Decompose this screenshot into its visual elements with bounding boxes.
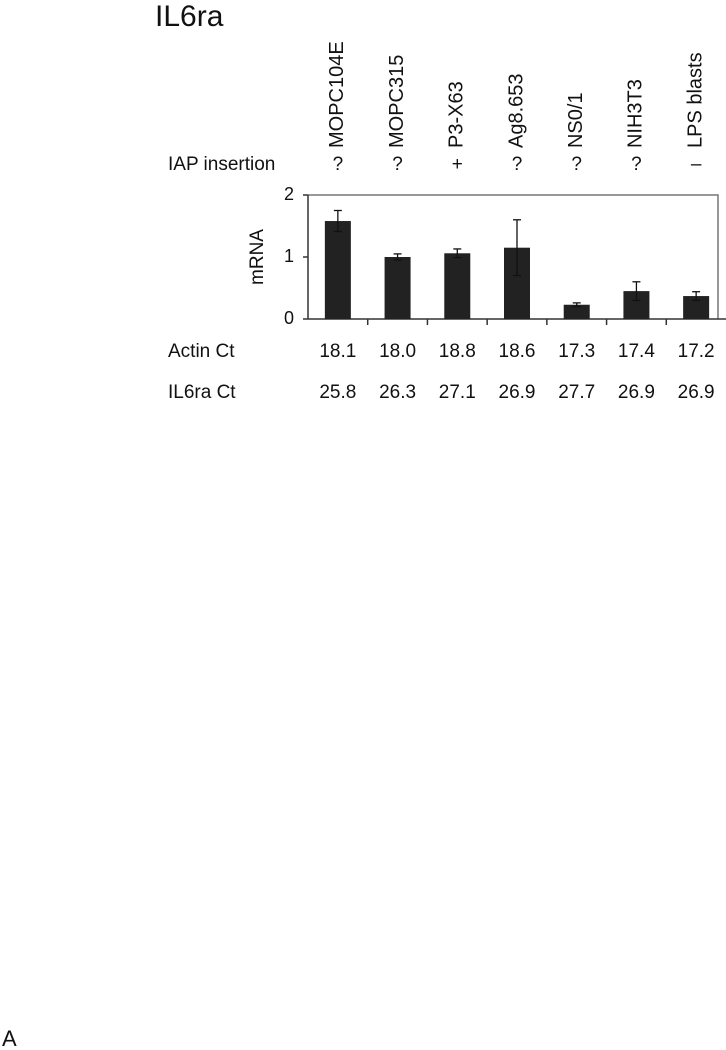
row-value: 27.1: [439, 382, 476, 403]
plot-frame: [308, 194, 719, 319]
chart-title: IL6ra: [155, 0, 224, 33]
panel-label: A: [2, 1026, 17, 1050]
x-tick-label: Ag8.653: [505, 73, 527, 148]
row-value: 18.8: [439, 341, 476, 362]
error-bar: [692, 291, 701, 302]
error-bar: [333, 209, 342, 233]
row-value: 25.8: [319, 382, 356, 403]
row-value: 27.7: [558, 382, 595, 403]
bar: [563, 304, 590, 319]
row-value: 26.9: [618, 382, 655, 403]
error-bar: [393, 253, 402, 261]
row-label: Actin Ct: [168, 341, 235, 362]
y-tick-label: 2: [284, 184, 294, 204]
x-tick-label: LPS blasts: [684, 52, 706, 148]
x-tick-label: MOPC104E: [326, 41, 348, 148]
row-label: IL6ra Ct: [168, 382, 236, 403]
iap-value: +: [452, 154, 463, 175]
iap-value: ?: [392, 154, 403, 175]
x-tick-label: P3-X63: [446, 81, 468, 148]
row-value: 18.0: [379, 341, 416, 362]
y-tick-label: 0: [284, 308, 294, 328]
y-axis-label: mRNA: [247, 229, 268, 285]
bar: [444, 253, 471, 319]
error-bar: [513, 219, 521, 277]
bar: [384, 257, 411, 319]
row-value: 17.4: [618, 341, 655, 362]
row-value: 26.9: [678, 382, 715, 403]
iap-value: ?: [333, 154, 344, 175]
row-value: 18.1: [319, 341, 356, 362]
row-value: 17.3: [558, 341, 595, 362]
iap-value: ?: [631, 154, 642, 175]
bar: [324, 221, 351, 319]
iap-value: ?: [512, 154, 523, 175]
iap-value: ?: [571, 154, 582, 175]
x-tick-label: NIH3T3: [625, 79, 647, 148]
iap-value: –: [691, 154, 702, 175]
row-value: 17.2: [678, 341, 715, 362]
bar: [683, 296, 710, 319]
row-value: 26.3: [379, 382, 416, 403]
error-bar: [453, 248, 462, 259]
x-tick-label: MOPC315: [386, 55, 408, 148]
x-tick-label: NS0/1: [565, 92, 587, 148]
iap-label: IAP insertion: [168, 154, 275, 175]
error-bar: [632, 281, 641, 302]
row-value: 26.9: [499, 382, 536, 403]
row-value: 18.6: [499, 341, 536, 362]
y-tick-label: 1: [284, 246, 294, 266]
error-bar: [572, 302, 581, 308]
